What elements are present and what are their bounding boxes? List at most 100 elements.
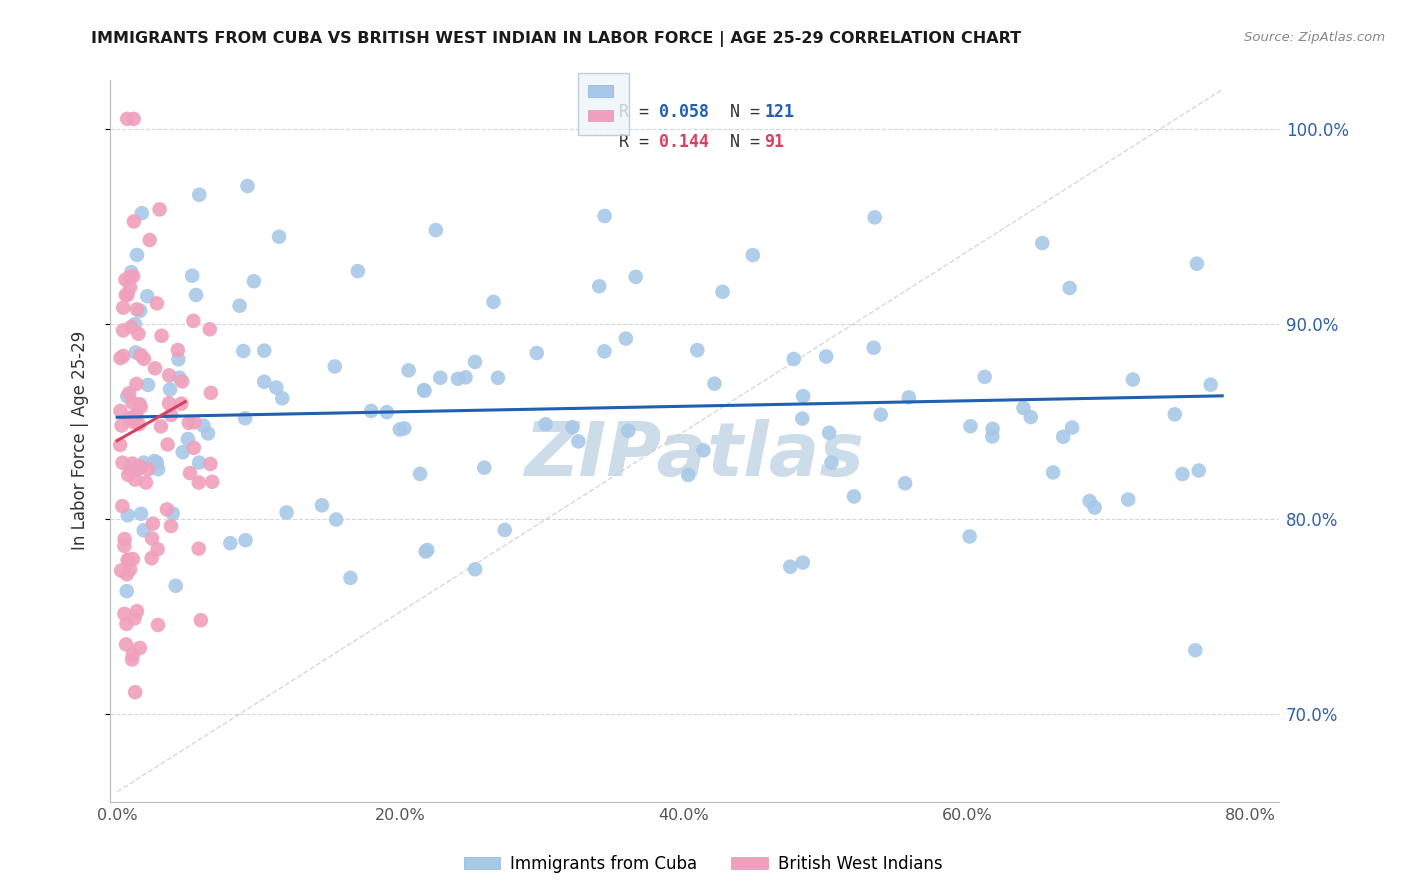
Point: [1062, 420, 1084, 434]
Point: [1116, 492, 1139, 507]
Point: [360, 404, 382, 418]
Point: [897, 391, 920, 405]
Point: [692, 443, 714, 458]
Point: [128, 640, 150, 655]
Point: [136, 378, 159, 392]
Text: R =: R =: [619, 133, 658, 151]
Point: [187, 541, 209, 556]
Point: [118, 270, 141, 285]
Point: [494, 523, 516, 537]
Point: [128, 417, 150, 432]
Point: [125, 248, 148, 262]
Point: [526, 346, 548, 360]
Point: [170, 397, 193, 411]
Point: [169, 370, 191, 384]
Point: [177, 432, 200, 446]
Point: [120, 562, 142, 576]
Point: [233, 411, 256, 425]
Point: [118, 386, 141, 401]
Point: [122, 112, 145, 126]
Point: [981, 422, 1004, 436]
Point: [454, 370, 477, 384]
Point: [117, 288, 139, 302]
Point: [413, 384, 436, 398]
Point: [136, 289, 159, 303]
Point: [117, 553, 139, 567]
Point: [115, 584, 138, 599]
Point: [166, 343, 188, 357]
Point: [1084, 500, 1107, 515]
Point: [118, 411, 141, 425]
Point: [183, 314, 205, 328]
Point: [115, 112, 138, 126]
Point: [111, 499, 134, 513]
Point: [614, 332, 637, 346]
Point: [741, 248, 763, 262]
Point: [703, 376, 725, 391]
Point: [416, 543, 439, 558]
Point: [447, 372, 470, 386]
Point: [125, 604, 148, 618]
Point: [1078, 494, 1101, 508]
Point: [415, 544, 437, 558]
Point: [183, 415, 205, 429]
Point: [264, 380, 287, 394]
Point: [413, 383, 436, 397]
Point: [143, 361, 166, 376]
Point: [124, 611, 146, 625]
Point: [172, 375, 194, 389]
Point: [160, 408, 183, 422]
Point: [157, 368, 180, 383]
Point: [129, 459, 152, 474]
Point: [128, 397, 150, 411]
Point: [1184, 643, 1206, 657]
Point: [190, 613, 212, 627]
Point: [129, 303, 152, 318]
Point: [394, 421, 416, 435]
Point: [129, 400, 152, 414]
Point: [117, 508, 139, 523]
Point: [115, 637, 138, 651]
Point: [818, 425, 841, 440]
Point: [146, 618, 169, 632]
Point: [228, 299, 250, 313]
Point: [156, 437, 179, 451]
Point: [120, 280, 142, 294]
Point: [160, 519, 183, 533]
Point: [110, 564, 132, 578]
Point: [179, 466, 201, 480]
Point: [1185, 257, 1208, 271]
Point: [114, 288, 136, 302]
Point: [125, 302, 148, 317]
Point: [125, 376, 148, 391]
Point: [112, 607, 135, 621]
Point: [114, 532, 136, 546]
Point: [398, 363, 420, 377]
Text: IMMIGRANTS FROM CUBA VS BRITISH WEST INDIAN IN LABOR FORCE | AGE 25-29 CORRELATI: IMMIGRANTS FROM CUBA VS BRITISH WEST IND…: [91, 31, 1022, 47]
Point: [122, 214, 145, 228]
Point: [236, 179, 259, 194]
Point: [121, 457, 143, 471]
Point: [149, 419, 172, 434]
Point: [472, 460, 495, 475]
Text: Source: ZipAtlas.com: Source: ZipAtlas.com: [1244, 31, 1385, 45]
Point: [347, 264, 370, 278]
Point: [138, 233, 160, 247]
Point: [121, 552, 143, 566]
Point: [201, 475, 224, 489]
Point: [219, 536, 242, 550]
Point: [115, 389, 138, 403]
Point: [184, 288, 207, 302]
Point: [792, 389, 814, 403]
Point: [253, 375, 276, 389]
Text: 0.058: 0.058: [659, 103, 710, 121]
Point: [686, 343, 709, 358]
Point: [112, 301, 135, 315]
Point: [129, 460, 152, 475]
Point: [148, 202, 170, 217]
Point: [243, 274, 266, 288]
Point: [146, 542, 169, 557]
Point: [678, 467, 700, 482]
Point: [482, 294, 505, 309]
Point: [121, 395, 143, 409]
